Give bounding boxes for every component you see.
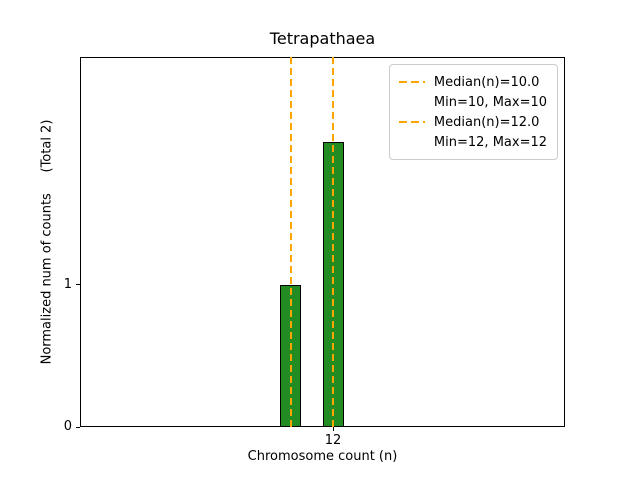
x-tick-label: 12 (324, 433, 342, 448)
legend-label: Min=10, Max=10 (433, 94, 547, 110)
y-tick-mark (76, 426, 80, 428)
legend-dashed-line-icon (398, 81, 425, 83)
legend-entry: Median(n)=10.0 (398, 72, 547, 92)
legend-blank-handle (399, 101, 425, 103)
legend-label: Min=12, Max=12 (433, 134, 547, 150)
legend-label: Median(n)=10.0 (433, 74, 540, 90)
x-tick-mark (332, 427, 334, 431)
legend-blank-handle (399, 141, 425, 143)
y-tick-label: 0 (63, 419, 72, 434)
y-axis-label: Normalized num of counts (Total 2) (39, 119, 55, 365)
legend-entry: Min=12, Max=12 (399, 132, 547, 152)
legend: Median(n)=10.0 Min=10, Max=10 Median(n)=12… (388, 64, 558, 160)
median-vline (289, 57, 292, 427)
y-tick-mark (76, 284, 80, 286)
median-vline (332, 57, 335, 427)
legend-dashed-line-icon (398, 121, 425, 123)
y-tick-label: 1 (63, 276, 72, 292)
chart-title: Tetrapathaea (269, 29, 376, 48)
legend-entry: Median(n)=12.0 (398, 112, 547, 132)
legend-entry: Min=10, Max=10 (399, 92, 547, 112)
legend-label: Median(n)=12.0 (433, 114, 540, 130)
x-axis-label: Chromosome count (n) (247, 449, 398, 464)
